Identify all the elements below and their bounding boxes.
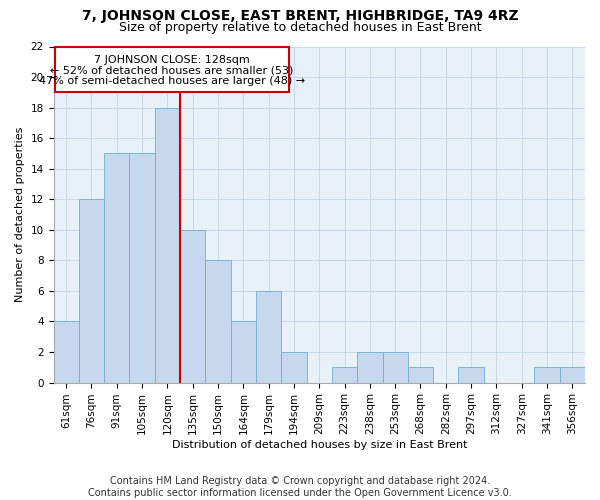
Text: Size of property relative to detached houses in East Brent: Size of property relative to detached ho… — [119, 21, 481, 34]
FancyBboxPatch shape — [55, 46, 289, 92]
Bar — [332, 368, 357, 382]
Bar — [180, 230, 205, 382]
Bar — [357, 352, 383, 382]
Bar — [408, 368, 433, 382]
Text: 47% of semi-detached houses are larger (48) →: 47% of semi-detached houses are larger (… — [39, 76, 305, 86]
Bar — [205, 260, 230, 382]
Text: 7 JOHNSON CLOSE: 128sqm: 7 JOHNSON CLOSE: 128sqm — [94, 55, 250, 65]
Bar — [383, 352, 408, 382]
Bar — [256, 291, 281, 382]
Bar — [458, 368, 484, 382]
Bar — [230, 322, 256, 382]
Text: Contains HM Land Registry data © Crown copyright and database right 2024.
Contai: Contains HM Land Registry data © Crown c… — [88, 476, 512, 498]
Text: ← 52% of detached houses are smaller (53): ← 52% of detached houses are smaller (53… — [50, 65, 293, 75]
Bar — [560, 368, 585, 382]
X-axis label: Distribution of detached houses by size in East Brent: Distribution of detached houses by size … — [172, 440, 467, 450]
Y-axis label: Number of detached properties: Number of detached properties — [15, 127, 25, 302]
Bar — [281, 352, 307, 382]
Bar — [535, 368, 560, 382]
Bar — [53, 322, 79, 382]
Bar — [79, 200, 104, 382]
Bar — [104, 154, 130, 382]
Bar — [155, 108, 180, 382]
Bar — [130, 154, 155, 382]
Text: 7, JOHNSON CLOSE, EAST BRENT, HIGHBRIDGE, TA9 4RZ: 7, JOHNSON CLOSE, EAST BRENT, HIGHBRIDGE… — [82, 9, 518, 23]
